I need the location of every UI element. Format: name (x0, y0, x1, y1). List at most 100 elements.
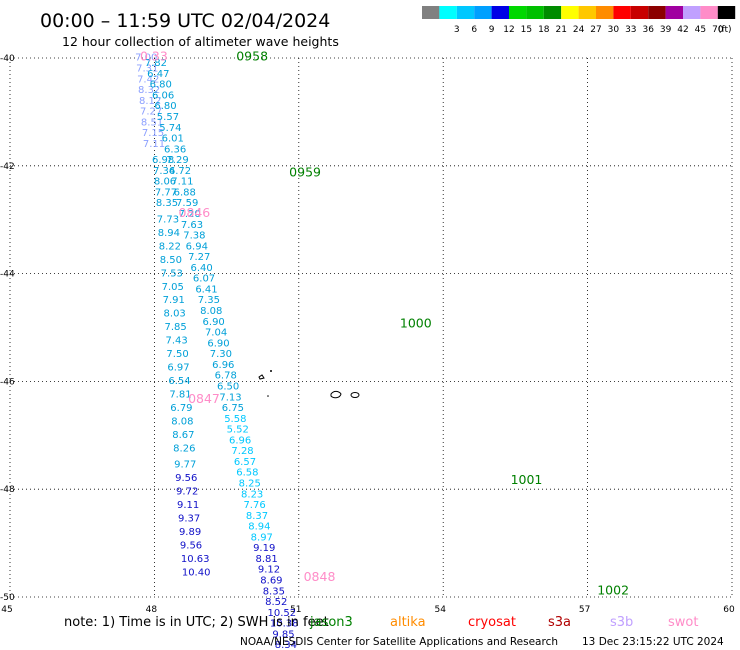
x-axis: 45 48 51 54 57 60 (1, 605, 735, 615)
y-tick-label: -44 (0, 270, 15, 280)
swh-label: 5.52 (227, 425, 249, 436)
swh-label: 6.36 (164, 144, 186, 155)
swh-label: 7.05 (162, 282, 184, 293)
legend-swatch (578, 6, 596, 19)
islands (258, 370, 360, 399)
swh-label: 7.15 (142, 128, 164, 139)
pass-time-labels: 0958 0959 1000 1001 1002 0846 0847 0848 0.33 (140, 49, 629, 598)
legend-label: 15 (521, 25, 532, 35)
pass-time-label: 0958 (236, 49, 268, 64)
swh-label: 8.97 (251, 532, 273, 543)
legend-label: 21 (555, 25, 566, 35)
swh-label: 6.88 (174, 187, 196, 198)
legend-label: 30 (608, 25, 620, 35)
swh-label: 6.80 (150, 80, 172, 91)
swh-label: 6.50 (217, 381, 239, 392)
legend-swatch (665, 6, 683, 19)
swh-label: 6.79 (170, 403, 192, 414)
swh-label: 7.42 (137, 74, 159, 85)
pass-time-label: 1000 (400, 316, 432, 331)
swh-label: 7.20 (178, 209, 200, 220)
legend-swatch (422, 6, 440, 19)
plot-area: 45 48 51 54 57 60 -40 -42 -44 -46 -48 -50 7.007.31… (0, 49, 735, 650)
swh-label: 5.58 (224, 414, 246, 425)
swh-label: 9.37 (178, 514, 200, 525)
swh-label: 8.94 (158, 228, 180, 239)
swh-label: 8.22 (159, 241, 181, 252)
x-tick-label: 60 (723, 605, 735, 615)
satellite-name: s3a (548, 615, 571, 630)
x-tick-label: 54 (434, 605, 446, 615)
swh-label: 7.91 (163, 295, 185, 306)
swh-label: 7.31 (136, 63, 158, 74)
swh-label: 7.59 (176, 198, 198, 209)
credit-text: NOAA/NESDIS Center for Satellite Applica… (240, 636, 558, 648)
swh-label: 6.40 (191, 263, 213, 274)
swh-label: 8.26 (173, 443, 195, 454)
legend-label: 3 (454, 25, 460, 35)
swh-label: 8.81 (255, 554, 277, 565)
pass-time-label: 0846 (178, 205, 210, 220)
swh-label: 8.51 (141, 117, 163, 128)
swh-label: 6.58 (236, 468, 258, 479)
swh-label: 7.43 (165, 336, 187, 347)
legend-swatch (543, 6, 562, 19)
swh-label: 7.00 (135, 53, 157, 64)
swh-label: 7.11 (143, 139, 165, 150)
swh-label: 8.32 (138, 85, 160, 96)
swh-label: 6.54 (168, 376, 190, 387)
swh-label: 7.35 (198, 295, 220, 306)
pass-time-label: 0959 (289, 165, 321, 180)
swh-label: 8.23 (241, 489, 263, 500)
data-points: 7.007.317.428.328.127.278.517.157.116.98… (135, 53, 299, 650)
swh-label: 5.74 (159, 123, 181, 134)
swh-label: 7.38 (183, 231, 205, 242)
swh-label: 6.75 (222, 403, 244, 414)
swh-label: 6.41 (195, 284, 217, 295)
swh-label: 10.40 (182, 567, 211, 578)
legend-label: 39 (660, 25, 672, 35)
swh-label: 6.96 (212, 360, 234, 371)
swh-label: 7.82 (145, 58, 167, 69)
legend-label: 18 (538, 25, 550, 35)
legend-label: 24 (573, 25, 585, 35)
swh-label: 9.72 (176, 487, 198, 498)
swh-label: 8.69 (260, 576, 282, 587)
swh-label: 7.28 (231, 446, 253, 457)
legend-swatch (509, 6, 527, 19)
x-tick-label: 51 (290, 605, 301, 615)
pass-time-label: 1002 (597, 582, 629, 597)
legend-swatch (683, 6, 701, 19)
swh-label: 7.63 (181, 220, 203, 231)
legend-swatch (648, 6, 666, 19)
swh-label: 6.80 (154, 101, 176, 112)
y-tick-label: -42 (0, 162, 15, 172)
x-tick-label: 45 (1, 605, 12, 615)
swh-label: 7.73 (157, 214, 179, 225)
footer-note: note: 1) Time is in UTC; 2) SWH is in fe… (64, 615, 329, 630)
swh-label: 6.06 (152, 90, 174, 101)
swh-label: 10.63 (181, 554, 210, 565)
swh-label: 8.08 (200, 306, 222, 317)
legend-label: 27 (590, 25, 601, 35)
swh-label: 10.38 (270, 619, 299, 630)
swh-label: 9.11 (177, 500, 199, 511)
swh-label: 7.30 (210, 349, 232, 360)
legend-unit: (ft) (718, 25, 732, 35)
swh-label: 9.56 (175, 473, 197, 484)
legend-swatch (526, 6, 544, 19)
legend-label: 36 (642, 25, 654, 35)
satellite-name: s3b (610, 615, 633, 630)
page-subtitle: 12 hour collection of altimeter wave hei… (62, 34, 339, 49)
swh-label: 7.27 (140, 107, 162, 118)
swh-label: 6.90 (203, 317, 225, 328)
y-tick-label: -48 (0, 485, 15, 495)
legend-swatch (474, 6, 492, 19)
legend-swatch (561, 6, 579, 19)
swh-label: 7.34 (153, 166, 175, 177)
legend-swatch (439, 6, 457, 19)
swh-label: 6.90 (207, 338, 229, 349)
swh-label: 8.37 (246, 511, 268, 522)
swh-label: 6.96 (229, 435, 251, 446)
swh-label: 9.12 (258, 565, 280, 576)
